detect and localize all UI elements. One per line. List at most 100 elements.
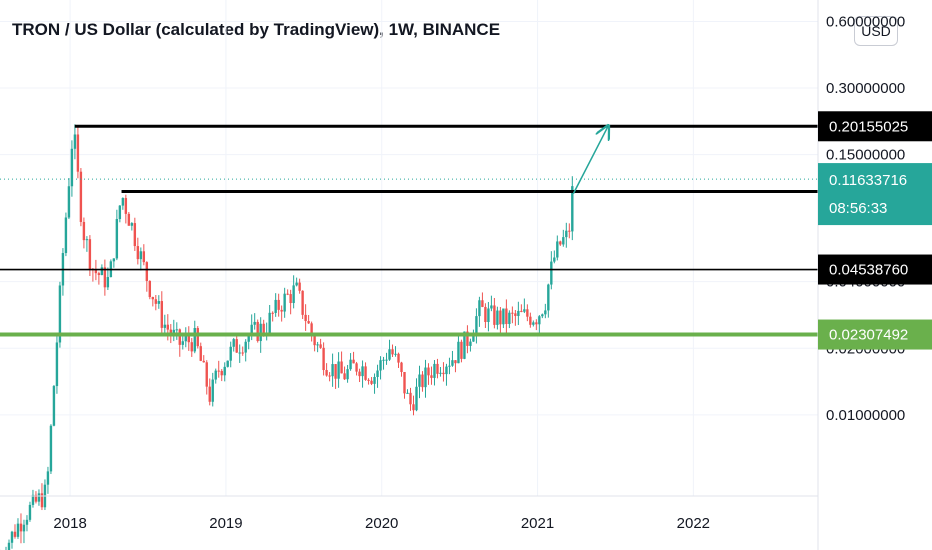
candle-body <box>94 269 98 274</box>
candle-body <box>379 360 382 371</box>
candle-body <box>148 280 152 298</box>
candle-body <box>409 392 412 405</box>
candle-body <box>493 305 496 325</box>
candle-body <box>367 379 370 381</box>
candle-body <box>55 342 59 387</box>
candle-body <box>139 251 143 260</box>
candle-body <box>556 241 559 258</box>
candle-body <box>214 370 217 380</box>
candle-body <box>166 324 169 330</box>
candle-body <box>433 363 436 378</box>
candle-body <box>223 366 226 376</box>
y-tick-label: 0.01000000 <box>826 407 905 424</box>
candle-body <box>523 309 526 312</box>
x-tick-label: 2020 <box>365 515 398 532</box>
bar-countdown-label: 08:56:33 <box>829 200 887 217</box>
candle-body <box>115 219 119 259</box>
candle-body <box>76 134 80 172</box>
candle-body <box>529 316 532 325</box>
candle-body <box>541 314 544 317</box>
candle-body <box>46 471 50 485</box>
x-tick-label: 2019 <box>209 515 242 532</box>
candle-body <box>427 367 430 376</box>
candle-body <box>292 285 295 304</box>
candle-body <box>217 370 220 372</box>
candle-body <box>568 230 571 232</box>
candle-body <box>247 335 250 342</box>
candle-body <box>346 369 349 380</box>
x-tick-label: 2022 <box>677 515 710 532</box>
candle-body <box>505 308 508 325</box>
candle-body <box>403 371 406 394</box>
candle-body <box>190 342 193 352</box>
candle-body <box>88 239 92 270</box>
candle-body <box>52 386 56 426</box>
candle-body <box>49 425 53 472</box>
currency-button[interactable]: USD <box>854 16 898 46</box>
candle-body <box>301 290 304 315</box>
candle-body <box>475 316 478 336</box>
candle-body <box>25 519 29 525</box>
candle-body <box>562 237 565 245</box>
candle-body <box>7 542 11 550</box>
candle-body <box>184 335 187 342</box>
candle-body <box>127 213 131 226</box>
current-price-label: 0.11633716 <box>829 172 907 189</box>
candle-body <box>364 366 367 380</box>
candle-body <box>19 523 23 532</box>
price-labels-layer: 0.201550250.102278090.045387600.02307492… <box>818 111 932 350</box>
candle-body <box>511 312 514 314</box>
candle-body <box>322 347 325 371</box>
candle-body <box>382 359 385 361</box>
y-tick-label: 0.15000000 <box>826 147 905 164</box>
candle-body <box>205 362 208 387</box>
candle-body <box>280 309 283 312</box>
candle-body <box>400 362 403 372</box>
candle-body <box>550 261 553 285</box>
candle-body <box>16 523 20 537</box>
candle-body <box>130 223 134 226</box>
candle-body <box>160 301 164 328</box>
candles-layer <box>0 124 574 550</box>
candle-body <box>544 310 547 315</box>
x-tick-label: 2018 <box>53 515 86 532</box>
grid-layer <box>0 0 818 496</box>
candle-body <box>430 375 433 378</box>
candle-body <box>244 341 247 353</box>
candle-body <box>169 329 172 335</box>
y-tick-label: 0.60000000 <box>826 13 905 30</box>
candle-body <box>262 323 265 333</box>
candle-body <box>445 366 448 375</box>
candle-body <box>526 309 529 317</box>
candle-body <box>235 339 238 353</box>
candle-body <box>394 353 397 355</box>
candle-body <box>229 346 232 361</box>
candle-body <box>415 386 418 411</box>
candle-body <box>466 331 469 346</box>
candle-body <box>412 404 415 411</box>
candle-body <box>454 360 457 364</box>
candle-body <box>448 365 451 367</box>
candle-body <box>22 524 26 532</box>
candle-body <box>514 313 517 316</box>
candle-body <box>253 321 256 325</box>
candle-body <box>331 364 334 377</box>
candle-body <box>553 257 556 262</box>
candle-body <box>181 341 184 345</box>
candle-body <box>28 504 32 520</box>
candle-body <box>436 363 439 374</box>
candle-body <box>502 308 505 325</box>
candle-body <box>337 361 340 379</box>
candle-body <box>154 299 158 304</box>
candle-body <box>85 239 89 241</box>
candle-body <box>484 306 487 323</box>
candle-body <box>277 299 280 310</box>
candle-body <box>163 324 166 328</box>
candle-body <box>559 241 562 245</box>
candle-body <box>289 294 292 304</box>
level-price-tag <box>818 319 932 350</box>
candle-body <box>67 186 71 218</box>
candle-body <box>496 310 499 325</box>
candle-body <box>439 372 442 374</box>
